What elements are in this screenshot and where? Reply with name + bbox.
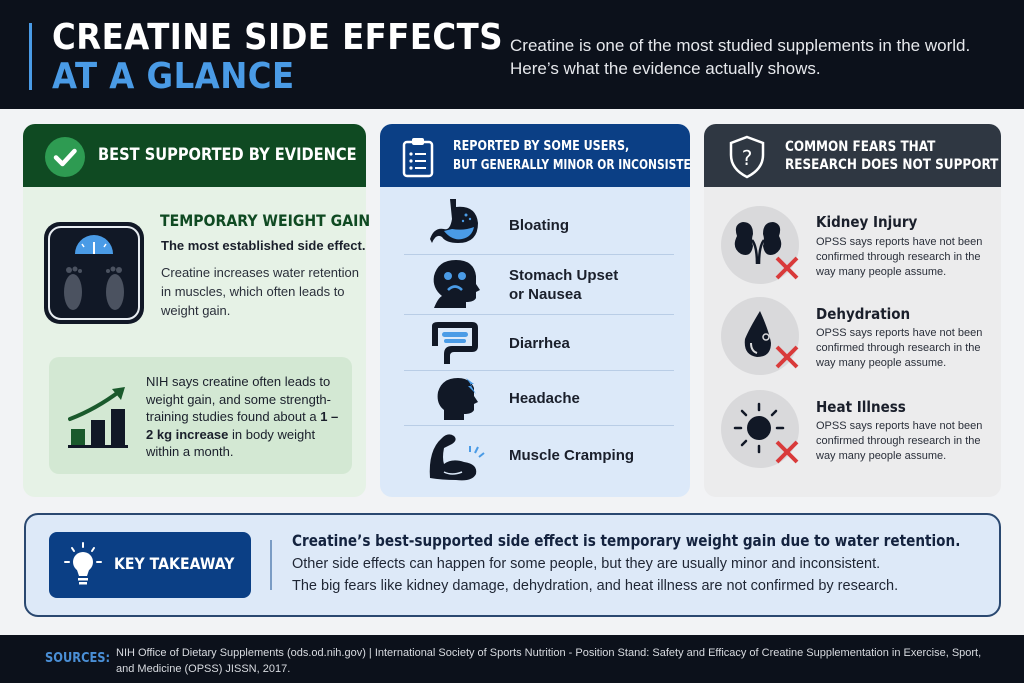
symptom-diarrhea: Diarrhea (509, 335, 570, 352)
weight-gain-body: Creatine increases water retention in mu… (161, 265, 359, 318)
fears-heading-line1: COMMON FEARS THAT (785, 139, 936, 155)
headache-icon (436, 376, 484, 427)
header: CREATINE SIDE EFFECTS AT A GLANCE Creati… (0, 0, 1024, 109)
symptom-row (404, 315, 674, 371)
shield-question-icon: ? (728, 135, 766, 184)
page-title: CREATINE SIDE EFFECTS (52, 17, 503, 58)
flexed-arm-icon (428, 430, 488, 487)
symptom-label-line: Stomach Upset (509, 267, 619, 284)
best-supported-heading: BEST SUPPORTED BY EVIDENCE (98, 145, 357, 165)
symptom-label-line: or Nausea (509, 286, 582, 303)
evidence-text-part: in body weight within a month. (146, 426, 316, 460)
reported-heading-line1: REPORTED BY SOME USERS, (453, 139, 630, 154)
weight-gain-title: TEMPORARY WEIGHT GAIN (160, 211, 371, 230)
intestine-icon (428, 320, 482, 371)
accent-bar (29, 23, 32, 90)
symptom-bloating: Bloating (509, 217, 569, 234)
weight-gain-subtitle: The most established side effect. (161, 238, 366, 253)
footer (0, 635, 1024, 683)
fears-heading-line2: RESEARCH DOES NOT SUPPORT (785, 157, 999, 173)
page-title-accent: AT A GLANCE (52, 56, 295, 97)
clipboard-list-icon (402, 136, 434, 183)
evidence-text-part: NIH says creatine often leads to weight … (146, 374, 331, 424)
symptom-row (404, 255, 674, 315)
checkmark-icon (45, 137, 85, 177)
symptom-stomach-upset: Stomach Upset or Nausea (509, 266, 618, 304)
key-takeaway-label: KEY TAKEAWAY (114, 554, 235, 573)
kidneys-icon (721, 206, 799, 284)
reported-heading-line2: BUT GENERALLY MINOR OR INCONSISTENT (453, 158, 690, 173)
fear-heat-title: Heat Illness (816, 398, 906, 416)
reported-header: REPORTED BY SOME USERS, BUT GENERALLY MI… (380, 124, 690, 187)
symptom-headache: Headache (509, 390, 580, 407)
lightbulb-icon (63, 540, 103, 595)
takeaway-line-2: The big fears like kidney damage, dehydr… (292, 578, 899, 594)
best-supported-header: BEST SUPPORTED BY EVIDENCE (23, 124, 366, 187)
takeaway-line-1: Other side effects can happen for some p… (292, 556, 881, 572)
bathroom-scale-icon (42, 220, 146, 331)
sources-text: NIH Office of Dietary Supplements (ods.o… (116, 647, 982, 675)
sun-icon (721, 390, 799, 468)
fear-heat-body: OPSS says reports have not been confirme… (816, 420, 983, 462)
nih-evidence-text: NIH says creatine often leads to weight … (146, 373, 346, 461)
reported-card: REPORTED BY SOME USERS, BUT GENERALLY MI… (380, 124, 690, 497)
rising-bar-chart-icon (68, 385, 130, 454)
fear-kidney-title: Kidney Injury (816, 213, 918, 231)
fear-dehydration-title: Dehydration (816, 305, 911, 323)
svg-text:?: ? (742, 146, 753, 170)
key-takeaway-badge (49, 532, 251, 598)
symptom-muscle-cramping: Muscle Cramping (509, 447, 635, 464)
divider (270, 540, 272, 590)
nauseous-head-icon (428, 258, 482, 315)
stomach-icon (428, 197, 482, 252)
nih-evidence-box (49, 357, 352, 474)
sources-label: SOURCES: (45, 651, 111, 666)
page-subtitle: Creatine is one of the most studied supp… (510, 36, 971, 78)
fear-kidney-body: OPSS says reports have not been confirme… (816, 236, 983, 278)
symptom-row (404, 371, 674, 426)
water-drop-icon (721, 297, 799, 375)
evidence-highlight: 1 – 2 kg increase (146, 409, 339, 442)
symptom-row (404, 196, 674, 255)
fears-header: ? COMMON FEARS THAT RESEARCH DOES NOT SU… (704, 124, 1001, 187)
fear-dehydration-body: OPSS says reports have not been confirme… (816, 327, 983, 369)
takeaway-headline: Creatine’s best-supported side effect is… (292, 531, 961, 550)
